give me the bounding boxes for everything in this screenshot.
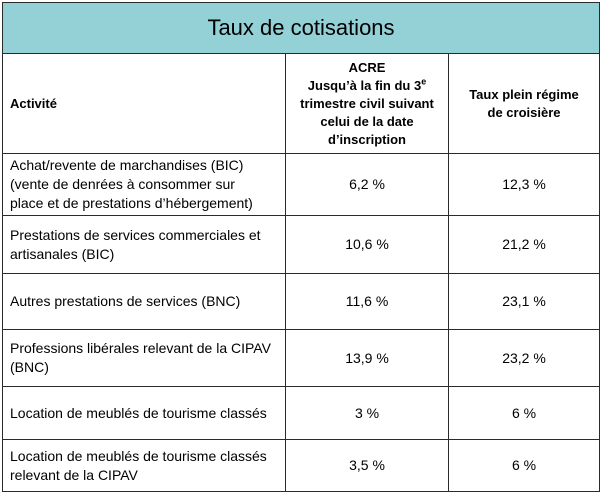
full-rate-cell: 21,2 %: [448, 215, 600, 274]
header-acre-line: ACRE: [348, 59, 386, 75]
activity-cell: Professions libérales relevant de la CIP…: [2, 329, 286, 387]
header-full-rate: Taux plein régime de croisière: [448, 53, 600, 154]
activity-cell: Location de meublés de tourisme classés: [2, 386, 286, 440]
activity-line: Autres prestations de services (BNC): [10, 293, 241, 309]
header-acre-line: trimestre civil suivant: [300, 95, 434, 111]
full-rate-cell: 23,1 %: [448, 273, 600, 330]
full-rate-cell: 6 %: [448, 439, 600, 492]
activity-line: relevant de la CIPAV: [10, 466, 138, 483]
full-rate-cell: 6 %: [448, 386, 600, 440]
acre-rate-cell: 13,9 %: [285, 329, 449, 387]
table-row: Location de meublés de tourisme classés …: [2, 386, 600, 440]
activity-cell: Prestations de services commerciales et …: [2, 215, 286, 274]
activity-line: (vente de denrées à consommer sur: [10, 176, 235, 192]
header-acre-line: celui de la date: [320, 113, 414, 129]
table-row: Professions libérales relevant de la CIP…: [2, 329, 600, 387]
activity-line: Professions libérales relevant de la CIP…: [10, 340, 271, 356]
acre-rate-cell: 11,6 %: [285, 273, 449, 330]
activity-line: Location de meublés de tourisme classés: [10, 447, 267, 464]
acre-rate-cell: 6,2 %: [285, 153, 449, 216]
activity-line: (BNC): [10, 359, 49, 375]
activity-cell: Achat/revente de marchandises (BIC) (ven…: [2, 153, 286, 216]
activity-line: Prestations de services commerciales et: [10, 226, 261, 243]
activity-line: Achat/revente de marchandises (BIC): [10, 157, 244, 173]
acre-rate-cell: 3,5 %: [285, 439, 449, 492]
acre-rate-cell: 10,6 %: [285, 215, 449, 274]
header-acre-superscript: e: [421, 76, 427, 87]
header-full-rate-line: Taux plein régime: [469, 86, 579, 102]
header-acre-line: d’inscription: [328, 131, 406, 147]
table-row: Location de meublés de tourisme classés …: [2, 439, 600, 492]
header-acre: ACRE Jusqu’à la fin du 3e trimestre civi…: [285, 53, 449, 154]
header-row: Activité ACRE Jusqu’à la fin du 3e trime…: [2, 53, 600, 154]
full-rate-cell: 12,3 %: [448, 153, 600, 216]
header-full-rate-line: de croisière: [487, 104, 561, 120]
activity-cell: Location de meublés de tourisme classés …: [2, 439, 286, 492]
activity-line: place et de prestations d’hébergement): [10, 195, 253, 211]
table-row: Achat/revente de marchandises (BIC) (ven…: [2, 153, 600, 216]
full-rate-cell: 23,2 %: [448, 329, 600, 387]
table-row: Prestations de services commerciales et …: [2, 215, 600, 274]
header-activity: Activité: [2, 53, 286, 154]
table-title: Taux de cotisations: [2, 2, 600, 54]
acre-rate-cell: 3 %: [285, 386, 449, 440]
header-acre-line: Jusqu’à la fin du 3: [307, 77, 422, 93]
activity-cell: Autres prestations de services (BNC): [2, 273, 286, 330]
table-row: Autres prestations de services (BNC) 11,…: [2, 273, 600, 330]
title-row: Taux de cotisations: [2, 2, 600, 54]
activity-line: artisanales (BIC): [10, 245, 115, 262]
activity-line: Location de meublés de tourisme classés: [10, 404, 267, 421]
